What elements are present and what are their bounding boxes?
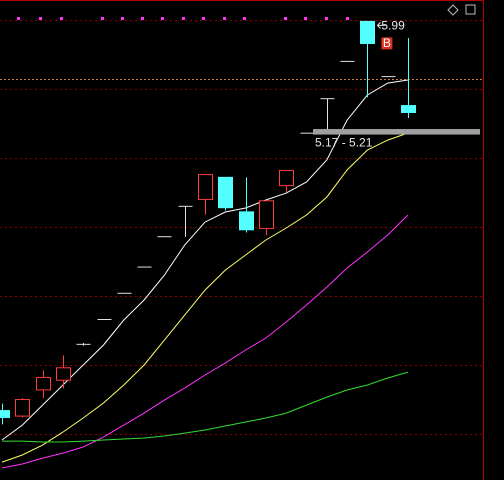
square-icon[interactable] [465,4,476,15]
marker [182,17,185,20]
diamond-icon[interactable] [447,4,459,16]
marker [284,17,287,20]
marker [17,17,20,20]
candle [320,98,335,131]
candle-body [279,169,294,187]
marker [121,17,124,20]
candle-body [259,200,274,229]
candle [178,205,193,237]
high-label: 5.99 [381,19,405,33]
candle-body [239,211,254,231]
marker [346,17,349,20]
marker [223,17,226,20]
marker [101,17,104,20]
marker [161,17,164,20]
marker [60,17,63,20]
candle-body [218,176,233,209]
signal-label: B [383,36,391,50]
marker [39,17,42,20]
candle-body [56,367,71,381]
candle-body [15,399,30,417]
moving-average-line [1,214,409,469]
signal-badge [381,37,393,50]
range-label: 5.17 - 5.21 [315,136,373,150]
marker [202,17,205,20]
marker [141,17,144,20]
moving-average-line [1,132,409,463]
high-arrow [377,22,386,29]
candle [76,342,91,346]
moving-average-line [2,371,409,443]
marker [304,17,307,20]
marker [243,17,246,20]
candle-body [401,105,416,113]
toolbar-icons [447,4,476,16]
candle-body [198,174,213,200]
candle-body [360,20,375,44]
price-range-band [313,129,480,135]
candle-body [36,376,51,391]
candle-body [0,410,10,418]
top-markers [17,17,349,20]
marker [325,17,328,20]
